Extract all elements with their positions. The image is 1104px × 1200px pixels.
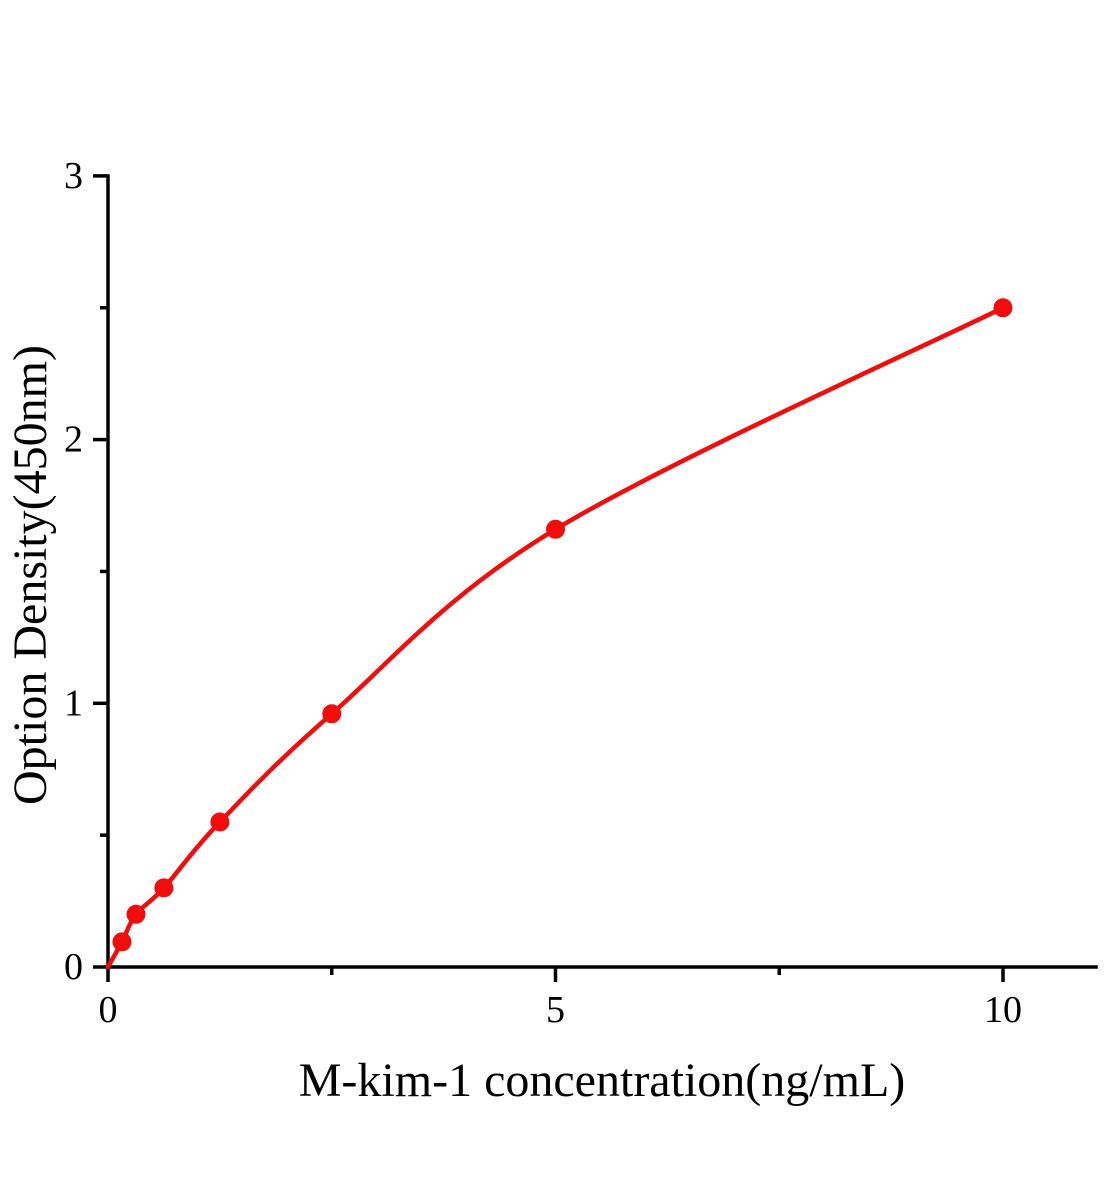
data-point-marker <box>322 704 342 724</box>
y-axis-ticks <box>93 174 108 969</box>
data-point-marker <box>210 812 230 832</box>
data-point-marker <box>126 904 146 924</box>
y-tick-label: 0 <box>64 946 83 988</box>
x-axis-ticks <box>106 967 1005 982</box>
y-axis-title: Option Density(450nm) <box>4 345 57 805</box>
y-tick-label: 2 <box>64 419 83 461</box>
data-point-marker <box>993 298 1013 318</box>
data-point-markers <box>112 298 1013 952</box>
x-axis-tick-labels: 0 5 10 <box>99 989 1023 1031</box>
x-axis-title: M-kim-1 concentration(ng/mL) <box>299 1054 906 1107</box>
curve-path <box>105 305 1006 970</box>
axis-spines <box>106 174 1098 969</box>
data-point-marker <box>154 878 174 898</box>
data-point-marker <box>546 519 565 539</box>
x-tick-label: 0 <box>99 989 118 1031</box>
x-tick-label: 5 <box>546 989 565 1031</box>
axes <box>106 174 1098 969</box>
x-tick-label: 10 <box>984 989 1022 1031</box>
y-axis-tick-labels: 0 1 2 3 <box>64 155 83 988</box>
y-tick-label: 3 <box>64 155 83 197</box>
y-tick-label: 1 <box>64 682 83 724</box>
standard-curve-line <box>105 305 1006 970</box>
data-point-marker <box>112 932 132 952</box>
